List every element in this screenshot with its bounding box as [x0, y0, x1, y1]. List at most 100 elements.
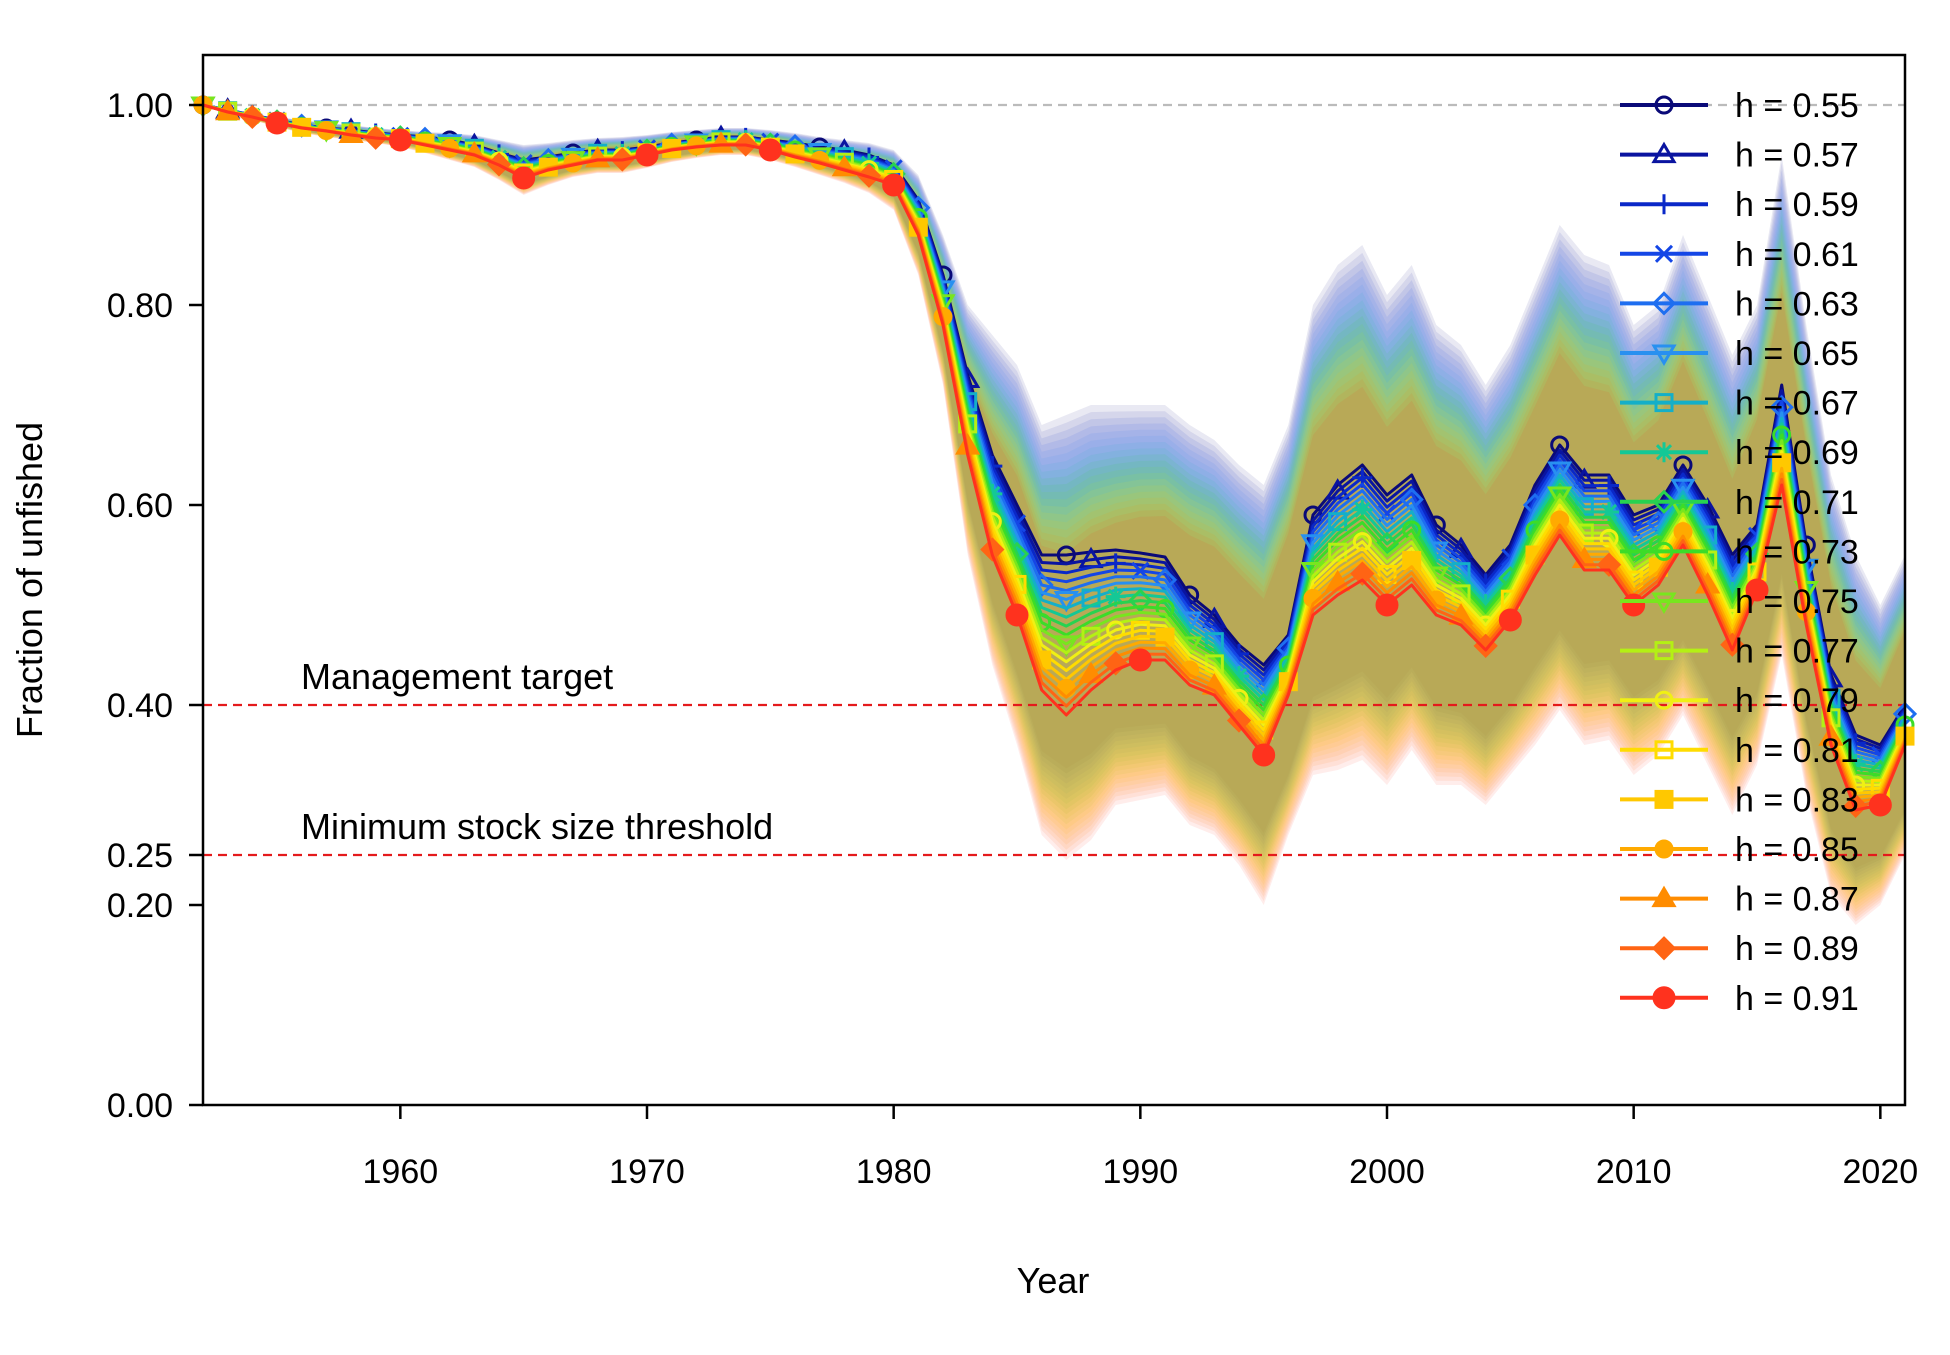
series-marker: [1670, 478, 1696, 501]
ci-band: [203, 105, 1905, 916]
ci-band: [203, 105, 1905, 925]
legend-item: h = 0.71: [1620, 484, 1859, 522]
legend: h = 0.55 h = 0.57 h = 0.59 h = 0.61 h = 0.63…: [1620, 87, 1859, 1018]
x-tick-label: 2020: [1843, 1153, 1919, 1191]
ci-band: [203, 105, 1905, 903]
legend-item: h = 0.87: [1620, 881, 1859, 919]
ci-band: [203, 105, 1905, 897]
y-tick-label: 0.60: [107, 487, 173, 525]
legend-label: h = 0.79: [1735, 682, 1859, 720]
legend-item: h = 0.57: [1620, 137, 1859, 175]
legend-item: h = 0.61: [1620, 236, 1859, 274]
x-tick-label: 1960: [363, 1153, 439, 1191]
series-marker: [1229, 666, 1249, 687]
ci-band: [203, 105, 1905, 875]
series-group: [202, 103, 1907, 817]
series-marker: [1654, 789, 1674, 809]
series-marker: [1128, 648, 1152, 672]
ci-band: [203, 105, 1905, 878]
series-marker: [1053, 590, 1079, 613]
series-marker: [1550, 510, 1570, 530]
legend-item: h = 0.73: [1620, 533, 1859, 571]
legend-label: h = 0.75: [1735, 583, 1859, 621]
legend-item: h = 0.65: [1620, 335, 1859, 373]
series-marker: [1599, 501, 1619, 522]
ci-band: [203, 105, 1905, 884]
legend-label: h = 0.69: [1735, 434, 1859, 472]
series-marker: [265, 111, 289, 135]
ci-band: [203, 105, 1905, 913]
series-marker: [1005, 603, 1029, 627]
uncertainty-bands: [203, 105, 1905, 925]
series-marker: [1550, 435, 1570, 455]
series-marker: [1722, 581, 1743, 602]
x-tick-label: 2000: [1349, 1153, 1425, 1191]
series-marker: [1252, 743, 1276, 767]
series-marker: [1654, 393, 1674, 413]
series-marker: [982, 483, 1003, 504]
series-marker: [388, 128, 412, 152]
series-marker: [1654, 194, 1674, 215]
legend-item: h = 0.75: [1620, 583, 1859, 621]
legend-label: h = 0.67: [1735, 385, 1859, 423]
series-marker: [635, 143, 659, 167]
legend-label: h = 0.65: [1735, 335, 1859, 373]
ci-band: [203, 105, 1905, 868]
legend-item: h = 0.59: [1620, 186, 1859, 224]
y-tick-label: 0.00: [107, 1087, 173, 1125]
legend-item: h = 0.55: [1620, 87, 1859, 125]
legend-item: h = 0.89: [1620, 930, 1859, 968]
series-marker: [1201, 606, 1227, 628]
series-marker: [1498, 608, 1522, 632]
series-marker: [1651, 592, 1677, 614]
legend-label: h = 0.87: [1735, 881, 1859, 919]
legend-label: h = 0.91: [1735, 980, 1859, 1018]
y-tick-label: 1.00: [107, 87, 173, 125]
series-marker: [1177, 636, 1203, 658]
series-marker: [882, 173, 906, 197]
ci-band: [203, 105, 1905, 910]
y-tick-label: 0.80: [107, 287, 173, 325]
series-marker: [1651, 489, 1677, 514]
series-marker: [1868, 793, 1892, 817]
legend-label: h = 0.61: [1735, 236, 1859, 274]
legend-item: h = 0.63: [1620, 285, 1859, 323]
x-tick-label: 1970: [609, 1153, 685, 1191]
series-marker: [1547, 486, 1573, 508]
legend-item: h = 0.81: [1620, 732, 1859, 770]
series-marker: [1654, 690, 1674, 710]
legend-label: h = 0.55: [1735, 87, 1859, 125]
series-marker: [1745, 578, 1769, 602]
legend-label: h = 0.59: [1735, 186, 1859, 224]
legend-item: h = 0.85: [1620, 831, 1859, 869]
legend-label: h = 0.85: [1735, 831, 1859, 869]
ci-band: [203, 105, 1905, 881]
series-marker: [1399, 487, 1424, 512]
series-marker: [1103, 651, 1128, 676]
axes: 0.00 0.20 0.25 0.40 0.60 0.80 1.00 1960 1970 1980…: [107, 53, 1919, 1191]
series-marker: [1651, 885, 1677, 908]
legend-label: h = 0.81: [1735, 732, 1859, 770]
legend-label: h = 0.63: [1735, 285, 1859, 323]
series-marker: [1547, 461, 1573, 483]
ci-band: [203, 105, 1905, 872]
legend-label: h = 0.71: [1735, 484, 1859, 522]
ci-band: [203, 105, 1905, 900]
legend-item: h = 0.83: [1620, 781, 1859, 819]
y-axis-label: Fraction of unfished: [9, 422, 50, 738]
series-marker: [758, 138, 782, 162]
series-marker: [1352, 499, 1373, 520]
series-marker: [1155, 627, 1175, 647]
series-marker: [1654, 244, 1674, 263]
y-tick-label: 0.20: [107, 887, 173, 925]
series-marker: [1654, 95, 1674, 115]
series-marker: [1654, 442, 1674, 463]
ci-band: [203, 105, 1905, 894]
legend-label: h = 0.57: [1735, 137, 1859, 175]
series-marker: [1654, 541, 1674, 561]
series-marker: [1130, 620, 1150, 640]
series-marker: [1651, 344, 1677, 366]
series-line: [202, 103, 1907, 812]
